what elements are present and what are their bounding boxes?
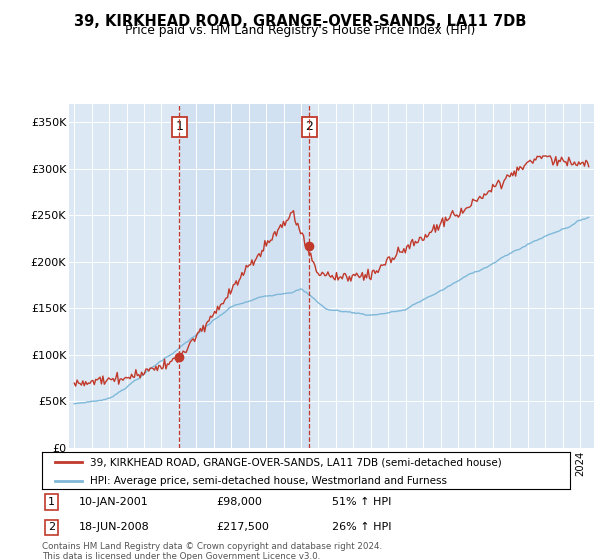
Text: 39, KIRKHEAD ROAD, GRANGE-OVER-SANDS, LA11 7DB (semi-detached house): 39, KIRKHEAD ROAD, GRANGE-OVER-SANDS, LA… [89, 458, 501, 467]
Text: £217,500: £217,500 [216, 522, 269, 533]
Text: Price paid vs. HM Land Registry's House Price Index (HPI): Price paid vs. HM Land Registry's House … [125, 24, 475, 37]
Text: 39, KIRKHEAD ROAD, GRANGE-OVER-SANDS, LA11 7DB: 39, KIRKHEAD ROAD, GRANGE-OVER-SANDS, LA… [74, 14, 526, 29]
Text: 1: 1 [48, 497, 55, 507]
Text: £98,000: £98,000 [216, 497, 262, 507]
Text: 51% ↑ HPI: 51% ↑ HPI [332, 497, 392, 507]
Text: 26% ↑ HPI: 26% ↑ HPI [332, 522, 392, 533]
Text: Contains HM Land Registry data © Crown copyright and database right 2024.
This d: Contains HM Land Registry data © Crown c… [42, 542, 382, 560]
Text: 2: 2 [48, 522, 55, 533]
Text: 18-JUN-2008: 18-JUN-2008 [79, 522, 150, 533]
Text: 2: 2 [305, 120, 313, 133]
Text: HPI: Average price, semi-detached house, Westmorland and Furness: HPI: Average price, semi-detached house,… [89, 475, 446, 486]
Bar [179, 104, 309, 448]
Text: 1: 1 [175, 120, 184, 133]
Text: 10-JAN-2001: 10-JAN-2001 [79, 497, 149, 507]
